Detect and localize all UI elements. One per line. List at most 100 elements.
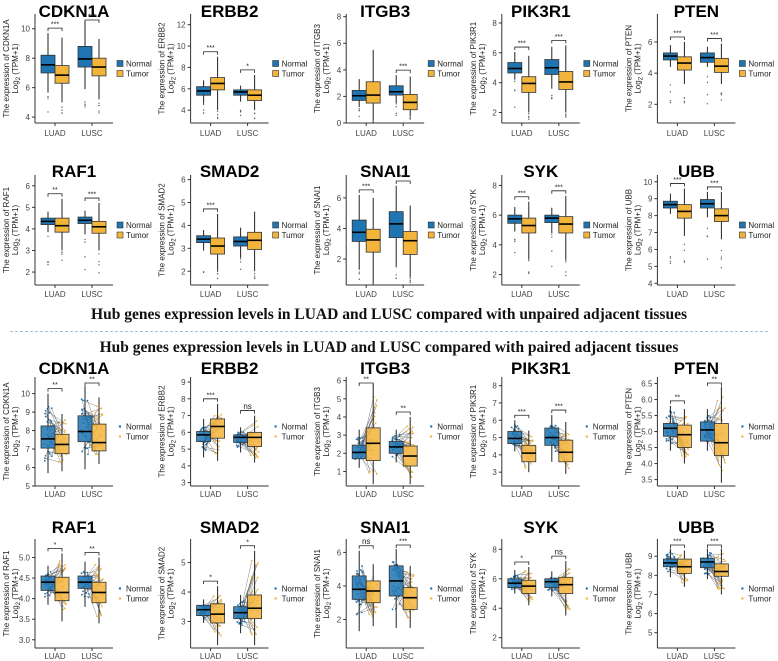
outlier-point: [669, 101, 672, 104]
legend-normal-marker: [118, 587, 122, 590]
outlier-point: [706, 81, 709, 84]
significance-label: ***: [518, 41, 526, 48]
normal-point: [81, 450, 84, 453]
tumor-point: [58, 560, 61, 563]
y-axis-label: The expression of ITGB3: [313, 386, 322, 475]
tumor-point: [718, 406, 721, 409]
significance-bracket: [514, 414, 530, 419]
legend-tumor-marker: [739, 70, 746, 77]
y-tick-label: 10: [21, 390, 30, 399]
tumor-point: [96, 566, 99, 569]
tumor-point: [530, 572, 533, 575]
tumor-point: [101, 578, 104, 580]
box-lusc-normal: [77, 21, 93, 108]
panel-title: SMAD2: [200, 518, 260, 537]
y-tick-label: 9: [26, 408, 31, 417]
outlier-point: [551, 94, 553, 97]
y-unit-tpm: (TPM+1): [478, 568, 487, 600]
iqr-box: [714, 563, 729, 577]
iqr-box: [700, 421, 715, 442]
y-unit-tpm: (TPM+1): [633, 43, 642, 75]
legend-tumor-marker: [430, 435, 433, 438]
legend-normal-marker: [116, 221, 124, 229]
normal-point: [667, 570, 669, 573]
tumor-point: [213, 414, 216, 417]
outlier-point: [565, 113, 567, 115]
significance-label: ***: [399, 175, 407, 182]
normal-point: [45, 574, 47, 577]
y-unit-sub: 2: [16, 439, 22, 443]
outlier-point: [98, 272, 100, 274]
box-lusc-tumor: [247, 415, 263, 463]
normal-point: [708, 554, 711, 557]
iqr-box: [54, 576, 70, 602]
significance-bracket: [551, 409, 567, 414]
y-tick-label: 5: [181, 199, 186, 208]
y-label-gene: RAF1: [2, 550, 11, 571]
normal-point: [517, 427, 520, 430]
y-tick-label: 6: [648, 245, 653, 254]
legend-normal-label: Normal: [282, 60, 308, 69]
normal-point: [357, 436, 359, 439]
normal-point: [236, 604, 239, 607]
outlier-point: [202, 271, 205, 274]
outlier-point: [720, 256, 723, 258]
y-unit-tpm: (TPM+1): [322, 205, 331, 237]
box-luad-normal: [351, 429, 367, 468]
outlier-point: [528, 116, 530, 119]
y-label-prefix: The expression of: [2, 53, 11, 117]
legend-tumor-label: Tumor: [437, 70, 460, 79]
normal-point: [355, 601, 358, 604]
paired-line: [242, 560, 253, 603]
tumor-point: [256, 456, 259, 459]
legend-tumor-label: Tumor: [437, 595, 460, 604]
iqr-box: [714, 423, 729, 456]
normal-point: [391, 608, 394, 611]
tumor-point: [94, 453, 97, 456]
tumor-point: [684, 416, 687, 419]
tumor-point: [412, 432, 415, 435]
y-tick-label: 4: [648, 279, 653, 288]
box-lusc-tumor: [714, 191, 729, 269]
tumor-point: [411, 471, 414, 473]
normal-point: [665, 416, 668, 419]
y-tick-label: 2: [492, 634, 497, 643]
y-unit-log: Log: [478, 80, 487, 93]
y-unit-sub: 2: [16, 76, 22, 80]
significance-label: ***: [399, 539, 407, 546]
normal-point: [516, 425, 519, 427]
tumor-point: [60, 564, 62, 567]
outlier-point: [202, 112, 205, 114]
normal-point: [48, 451, 51, 453]
tumor-point: [101, 414, 104, 417]
y-unit-sub: 2: [483, 238, 489, 242]
tumor-point: [531, 440, 534, 443]
outlier-point: [683, 102, 686, 104]
box-luad-tumor: [521, 566, 537, 606]
y-axis-unit: Log2 (TPM+1): [322, 43, 333, 94]
y-unit-tpm: (TPM+1): [322, 568, 331, 600]
outlier-point: [528, 118, 530, 121]
significance-bracket: [203, 580, 218, 585]
y-tick-label: 0: [337, 119, 342, 128]
legend-tumor-marker: [116, 70, 124, 77]
tumor-point: [368, 613, 371, 616]
tumor-point: [64, 563, 67, 566]
outlier-point: [683, 260, 686, 262]
y-unit-log: Log: [633, 443, 642, 456]
legend-normal-marker: [430, 587, 433, 590]
outlier-point: [216, 116, 219, 119]
outlier-point: [565, 116, 567, 118]
y-unit-sub: 2: [327, 601, 333, 605]
y-tick-label: 6.0: [641, 395, 653, 404]
y-tick-label: 4.5: [641, 444, 653, 453]
box-luad-normal: [196, 418, 212, 458]
y-unit-sub: 2: [638, 238, 644, 242]
outlier-point: [551, 233, 553, 235]
y-tick-label: 8: [648, 571, 653, 580]
tumor-point: [681, 578, 684, 580]
tumor-point: [59, 461, 62, 463]
y-label-gene: SYK: [469, 552, 478, 569]
y-tick-label: 6: [26, 182, 31, 191]
